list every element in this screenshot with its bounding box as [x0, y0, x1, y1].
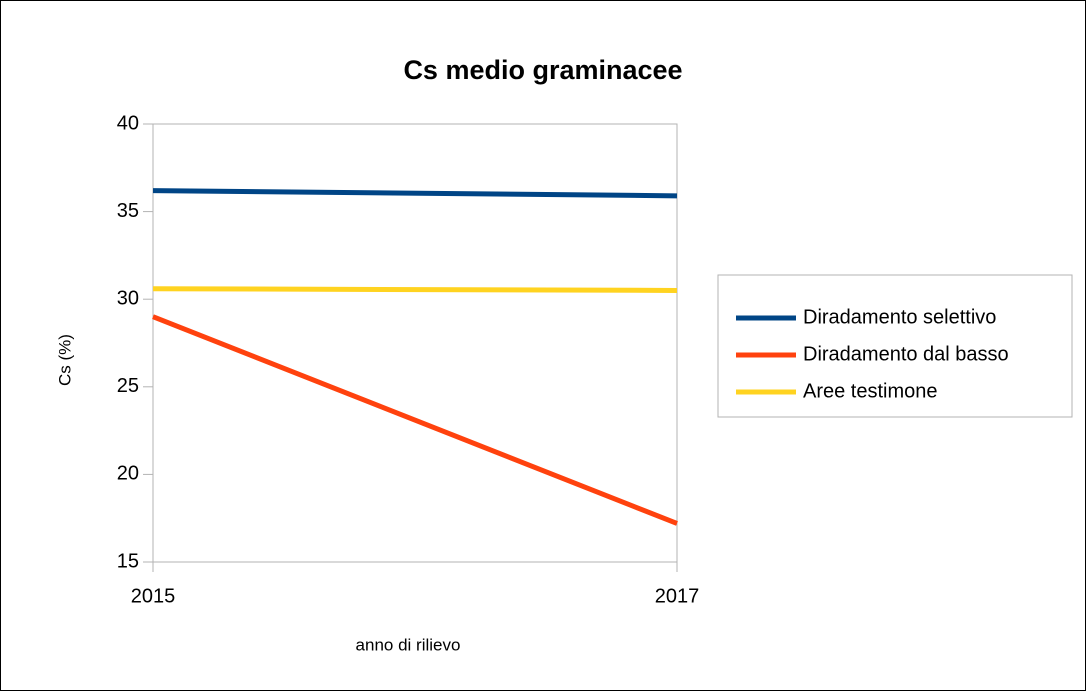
- y-tick-label: 35: [117, 200, 139, 222]
- x-tick-label: 2017: [655, 585, 700, 607]
- legend-label: Diradamento selettivo: [803, 306, 996, 328]
- y-tick-label: 40: [117, 112, 139, 134]
- line-series: [152, 314, 678, 526]
- y-tick-label: 15: [117, 550, 139, 572]
- legend-label: Aree testimone: [803, 380, 938, 402]
- y-axis-label: Cs (%): [55, 334, 74, 386]
- y-tick-label: 25: [117, 375, 139, 397]
- legend-box: [717, 274, 1073, 418]
- chart-title: Cs medio graminacee: [403, 55, 682, 85]
- y-tick-label: 20: [117, 463, 139, 485]
- legend-label: Diradamento dal basso: [803, 343, 1009, 365]
- y-tick-label: 30: [117, 287, 139, 309]
- line-series: [152, 188, 678, 199]
- x-axis-label: anno di rilievo: [356, 635, 461, 654]
- x-tick-label: 2015: [131, 585, 176, 607]
- line-series: [152, 286, 678, 293]
